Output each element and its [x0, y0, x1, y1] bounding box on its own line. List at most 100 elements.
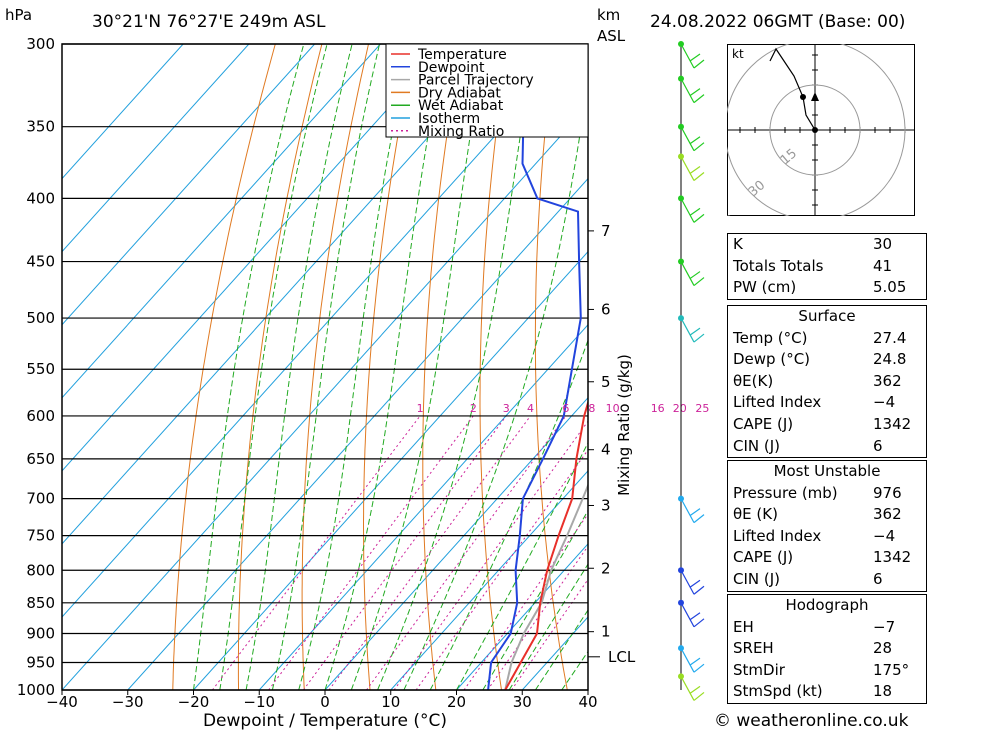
wet-adiabat-line: [429, 339, 588, 690]
mixing-ratio-label: 10: [606, 402, 620, 415]
wind-barb-flag: [689, 327, 701, 336]
hodograph-title: Hodograph: [785, 596, 869, 614]
storm-motion-arrow-icon: [811, 92, 819, 101]
most-unstable-title: Most Unstable: [773, 462, 881, 480]
isotherm-line: [390, 470, 588, 690]
km-tick-label: 5: [601, 373, 611, 391]
mixing-ratio-label: 6: [562, 402, 569, 415]
dry-adiabat-line: [363, 44, 416, 690]
hodograph-indices-box: Hodograph EH −7 SREH 28 StmDir 175° StmSpd …: [727, 594, 927, 704]
pressure-tick-label: 700: [26, 490, 55, 508]
x-tick-label: −30: [112, 693, 144, 711]
dry-adiabat-line: [641, 26, 699, 690]
x-tick-label: 20: [447, 693, 466, 711]
wind-barb-flag: [693, 142, 705, 152]
wet-adiabat-line: [377, 44, 535, 690]
wind-barb-flag: [693, 277, 705, 287]
pw-label: PW (cm): [733, 278, 797, 297]
wind-barb-shaft: [680, 43, 695, 69]
mu-pressure-value: 976: [873, 483, 902, 502]
asl-label: ASL: [597, 27, 626, 45]
isotherm-line: [456, 543, 588, 690]
credit-text[interactable]: © weatheronline.co.uk: [714, 711, 909, 731]
wet-adiabat-line: [245, 44, 353, 690]
mixing-ratio-label: 16: [651, 402, 665, 415]
wind-barb-shaft: [680, 78, 695, 103]
lcl-label: LCL: [608, 648, 636, 666]
parcel-trajectory-line: [504, 482, 588, 690]
wet-adiabat-line: [350, 44, 487, 690]
wind-barb-flag: [689, 53, 701, 62]
wind-barb-flag: [693, 514, 705, 524]
wind-barb-shaft: [680, 156, 695, 181]
surface-temp-value: 27.4: [873, 328, 907, 347]
wet-adiabat-line: [271, 44, 381, 690]
mixing-ratio-line: [511, 578, 588, 690]
isotherm-line: [62, 44, 184, 180]
surface-lifted-index-label: Lifted Index: [733, 393, 822, 412]
mu-lifted-index-label: Lifted Index: [733, 526, 822, 545]
wind-barb-flag: [689, 136, 701, 145]
wind-barb-shaft: [680, 317, 695, 343]
isotherm-line: [62, 44, 513, 545]
wind-barb-shaft: [680, 198, 695, 223]
surface-title: Surface: [798, 307, 856, 325]
isotherm-line: [62, 44, 447, 472]
sreh-label: SREH: [733, 639, 774, 658]
pressure-tick-label: 800: [26, 561, 55, 579]
wind-barb-flag: [693, 663, 705, 673]
dry-adiabat-line: [172, 44, 276, 690]
legend-label: Dry Adiabat: [418, 85, 501, 101]
wind-barb-flag: [693, 213, 705, 223]
isotherm-line: [62, 44, 381, 399]
mu-theta-e-label: θE (K): [733, 505, 778, 524]
totals-totals-label: Totals Totals: [733, 256, 824, 275]
legend-label: Temperature: [417, 47, 507, 63]
pressure-tick-label: 650: [26, 450, 55, 468]
mu-cape-label: CAPE (J): [733, 548, 794, 567]
dry-adiabat-line: [534, 44, 568, 690]
dewpoint-line: [487, 44, 582, 690]
stmspd-label: StmSpd (kt): [733, 682, 823, 701]
mixing-ratio-label: 3: [503, 402, 510, 415]
pw-value: 5.05: [873, 278, 907, 297]
x-tick-label: 40: [578, 693, 597, 711]
km-tick-label: 3: [601, 496, 611, 514]
mu-cin-value: 6: [873, 569, 883, 588]
wind-barb-flag: [689, 508, 701, 517]
wind-barb-shaft: [680, 498, 695, 523]
mixing-ratio-label: 4: [527, 402, 534, 415]
pressure-tick-label: 300: [26, 35, 55, 53]
km-label: km: [597, 6, 620, 24]
mixing-ratio-label: 2: [470, 402, 477, 415]
stmspd-value: 18: [873, 682, 893, 701]
pressure-tick-label: 750: [26, 527, 55, 545]
wind-barb-flag: [693, 94, 705, 104]
hodograph-origin-dot: [812, 127, 818, 133]
mixing-ratio-line: [393, 420, 588, 690]
eh-value: −7: [873, 617, 896, 636]
wind-barb-flag: [693, 691, 705, 701]
hodograph: kt 153045: [727, 44, 915, 216]
surface-cin-value: 6: [873, 436, 883, 455]
hodograph-unit-label: kt: [732, 47, 744, 61]
mixing-ratio-label: 25: [695, 402, 709, 415]
pressure-tick-label: 550: [26, 360, 55, 378]
mixing-ratio-line: [212, 415, 421, 690]
isotherm-line: [193, 250, 588, 690]
pressure-tick-label: 500: [26, 309, 55, 327]
dry-adiabat-line: [973, 26, 1000, 690]
hodograph-ring: [727, 44, 906, 216]
mixing-ratio-line: [268, 415, 474, 690]
isotherm-line: [62, 44, 579, 618]
mixing-ratio-line: [415, 449, 588, 690]
x-tick-label: −20: [178, 693, 210, 711]
mixing-ratio-label: 1: [417, 402, 424, 415]
wind-barb-flag: [693, 585, 705, 595]
wind-barb-flag: [689, 207, 701, 216]
credit-footer[interactable]: © weatheronline.co.uk: [714, 711, 908, 731]
legend-label: Mixing Ratio: [418, 124, 504, 140]
legend-label: Wet Adiabat: [418, 98, 504, 114]
dry-adiabat-line: [422, 44, 463, 690]
stmdir-label: StmDir: [733, 660, 785, 679]
